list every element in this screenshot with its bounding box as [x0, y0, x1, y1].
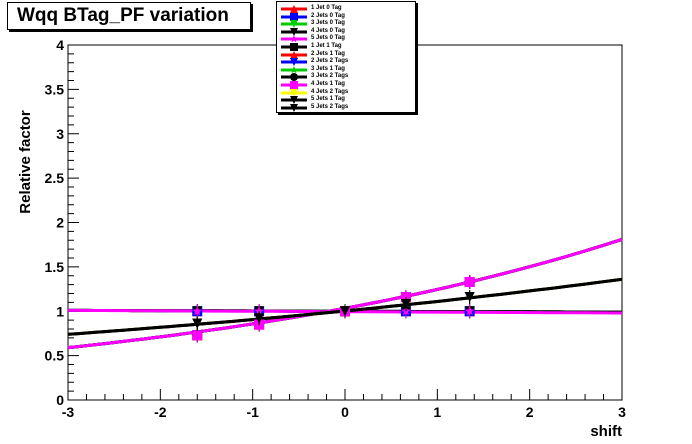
- legend-label: 3 Jets 2 Tags: [311, 73, 349, 80]
- x-tick-label: -1: [246, 404, 259, 420]
- legend-marker: [290, 58, 298, 67]
- legend-entry: 2 Jets 1 Tag: [277, 50, 415, 59]
- x-tick-label: 2: [526, 404, 534, 420]
- legend-swatch: [281, 65, 307, 73]
- legend-swatch: [281, 43, 307, 51]
- legend-label: 3 Jets 0 Tag: [311, 20, 345, 27]
- legend-label: 2 Jets 1 Tag: [311, 50, 345, 57]
- legend-label: 1 Jet 1 Tag: [311, 43, 342, 49]
- legend-label: 2 Jets 2 Tags: [311, 58, 349, 65]
- data-point: [340, 306, 350, 317]
- legend-marker: [290, 81, 298, 89]
- chart-title-box: Wqq BTag_PF variation: [7, 2, 251, 30]
- legend-label: 1 Jet 0 Tag: [311, 5, 342, 11]
- legend-marker: [290, 96, 298, 105]
- y-tick-label: 4: [56, 37, 64, 53]
- legend-entry: 4 Jets 2 Tags: [277, 88, 415, 97]
- y-tick-label: 2: [56, 215, 64, 231]
- data-point: [400, 292, 411, 303]
- data-point: [192, 330, 203, 341]
- legend-entry: 3 Jets 2 Tags: [277, 73, 415, 82]
- legend-marker: [290, 103, 298, 112]
- chart-title: Wqq BTag_PF variation: [17, 5, 229, 26]
- x-tick-label: 3: [618, 404, 626, 420]
- legend-entry: 5 Jets 0 Tag: [277, 35, 415, 43]
- data-point: [464, 306, 475, 316]
- legend-marker: [290, 27, 298, 36]
- legend-entry: 3 Jets 0 Tag: [277, 20, 415, 29]
- legend-label: 5 Jets 1 Tag: [311, 96, 345, 103]
- y-tick-label: 0: [56, 392, 64, 408]
- legend-swatch: [281, 35, 307, 43]
- data-point: [464, 276, 475, 287]
- y-tick-label: 3.5: [45, 81, 65, 97]
- legend-entry: 2 Jets 0 Tag: [277, 12, 415, 21]
- legend-swatch: [281, 20, 307, 29]
- data-point: [400, 299, 411, 310]
- legend-entry: 1 Jet 0 Tag: [277, 5, 415, 13]
- legend-entry: 4 Jets 1 Tag: [277, 81, 415, 89]
- legend-marker: [290, 35, 298, 43]
- fit-line-series-6: [67, 237, 623, 350]
- legend-label: 4 Jets 2 Tags: [311, 88, 349, 95]
- x-tick-label: 1: [433, 404, 441, 420]
- fit-line-series-8: [67, 237, 623, 350]
- x-tick-label: -2: [154, 404, 167, 420]
- legend-label: 2 Jets 0 Tag: [311, 12, 345, 19]
- legend-entry: 1 Jet 1 Tag: [277, 43, 415, 51]
- x-tick-label: -3: [62, 404, 75, 420]
- legend-marker: [290, 12, 298, 21]
- legend-swatch: [281, 81, 307, 89]
- legend-swatch: [281, 5, 307, 13]
- legend-label: 5 Jets 2 Tags: [311, 103, 349, 110]
- legend-marker: [290, 50, 298, 59]
- legend-label: 4 Jets 1 Tag: [311, 81, 345, 87]
- legend: 1 Jet 0 Tag 2 Jets 0 Tag 3 Jets 0 Tag 4 Jet…: [276, 1, 416, 113]
- y-tick-label: 2.5: [45, 170, 65, 186]
- data-point: [192, 306, 202, 316]
- y-tick-label: 3: [56, 126, 64, 142]
- legend-label: 3 Jets 1 Tag: [311, 65, 345, 72]
- data-point: [254, 313, 265, 324]
- legend-entry: 5 Jets 2 Tags: [277, 103, 415, 112]
- fit-line-series-7: [67, 237, 623, 350]
- legend-swatch: [281, 88, 307, 97]
- legend-swatch: [281, 12, 307, 21]
- legend-swatch: [281, 103, 307, 112]
- legend-marker: [290, 43, 298, 51]
- legend-entry: 4 Jets 0 Tag: [277, 27, 415, 36]
- legend-label: 4 Jets 0 Tag: [311, 27, 345, 34]
- y-tick-label: 1: [56, 303, 64, 319]
- y-tick-label: 0.5: [45, 348, 65, 364]
- legend-entry: 3 Jets 1 Tag: [277, 65, 415, 74]
- legend-entry: 5 Jets 1 Tag: [277, 96, 415, 105]
- legend-swatch: [281, 73, 307, 82]
- data-point: [192, 318, 203, 329]
- legend-swatch: [281, 58, 307, 67]
- legend-swatch: [281, 50, 307, 59]
- legend-entry: 2 Jets 2 Tags: [277, 58, 415, 67]
- legend-marker: [290, 5, 298, 13]
- legend-swatch: [281, 96, 307, 105]
- legend-marker: [290, 20, 298, 29]
- legend-marker: [290, 88, 298, 97]
- x-tick-label: 0: [341, 404, 349, 420]
- data-point: [464, 292, 475, 303]
- y-tick-label: 1.5: [45, 259, 65, 275]
- fit-line-series-10: [67, 237, 623, 350]
- y-axis-label: Relative factor: [17, 110, 34, 214]
- x-axis-label: shift: [590, 423, 622, 440]
- legend-label: 5 Jets 0 Tag: [311, 35, 345, 42]
- fit-line-series-5: [67, 237, 623, 350]
- data-point: [254, 306, 264, 316]
- legend-marker: [290, 65, 298, 73]
- fit-line-series-9: [67, 237, 623, 350]
- legend-marker: [290, 73, 298, 82]
- legend-swatch: [281, 27, 307, 36]
